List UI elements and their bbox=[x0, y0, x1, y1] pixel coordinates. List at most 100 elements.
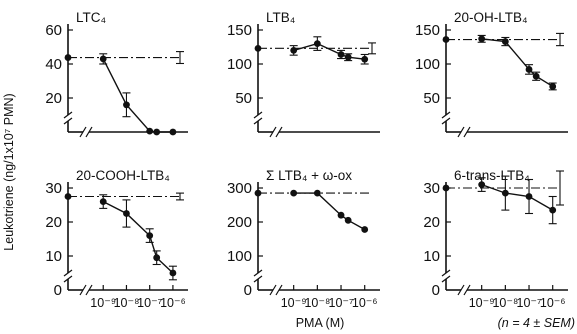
x-tick-label: 10⁻⁷ bbox=[329, 296, 355, 310]
y-axis-break-mark bbox=[253, 111, 263, 119]
data-point bbox=[313, 40, 321, 47]
data-point bbox=[169, 269, 177, 277]
data-point bbox=[549, 83, 557, 90]
y-tick-label: 200 bbox=[227, 214, 252, 231]
data-point bbox=[123, 101, 130, 109]
x-axis-break-mark bbox=[85, 284, 93, 296]
x-tick-label: 10⁻⁸ bbox=[492, 296, 518, 310]
x-axis-break-mark bbox=[463, 126, 471, 138]
data-point bbox=[123, 210, 130, 217]
data-point bbox=[549, 206, 557, 214]
panel-5: 0 100 200 300 10⁻⁹10⁻⁸10⁻⁷10⁻⁶ Σ LTB₄ + ω-ox bbox=[227, 168, 380, 310]
series-line bbox=[293, 192, 366, 231]
x-tick-label: 10⁻⁶ bbox=[160, 296, 186, 310]
x-axis-break-mark bbox=[85, 126, 93, 138]
y-axis-break-mark bbox=[441, 117, 451, 125]
y-tick-label: 20 bbox=[45, 214, 62, 231]
y-axis-break-mark bbox=[63, 117, 73, 125]
panel-title: LTC₄ bbox=[76, 10, 106, 25]
series-line bbox=[102, 200, 174, 274]
x-axis-break-mark bbox=[269, 126, 277, 138]
data-point bbox=[153, 254, 161, 262]
y-axis-break-mark bbox=[63, 111, 73, 119]
data-point bbox=[525, 193, 533, 200]
y-axis-break-mark bbox=[441, 269, 451, 277]
sample-note: (n = 4 ± SEM) bbox=[498, 316, 575, 330]
data-point bbox=[478, 35, 486, 43]
x-axis-break-mark bbox=[457, 126, 465, 138]
y-tick-label: 100 bbox=[227, 248, 252, 265]
x-tick-label: 10⁻⁶ bbox=[352, 296, 378, 310]
y-tick-label: 40 bbox=[45, 56, 62, 73]
data-point bbox=[344, 53, 352, 61]
y-tick-label: 0 bbox=[432, 282, 440, 299]
data-point bbox=[337, 51, 345, 58]
panel-3: 50 100 150 20-OH-LTB₄ bbox=[415, 10, 568, 138]
data-point bbox=[99, 198, 107, 206]
y-axis-break-mark bbox=[441, 275, 451, 283]
data-point bbox=[169, 128, 177, 136]
x-tick-label: 10⁻⁷ bbox=[137, 296, 163, 310]
x-axis-break-mark bbox=[79, 284, 87, 296]
y-axis-break-mark bbox=[253, 275, 263, 283]
series-line bbox=[481, 38, 554, 88]
y-tick-label: 0 bbox=[244, 282, 252, 299]
data-point bbox=[290, 47, 298, 54]
data-point bbox=[501, 189, 509, 197]
panel-title: 20-COOH-LTB₄ bbox=[76, 168, 170, 183]
x-tick-label: 10⁻⁶ bbox=[540, 296, 566, 310]
data-point bbox=[361, 55, 369, 63]
x-tick-label: 10⁻⁸ bbox=[304, 296, 330, 310]
x-axis-break-mark bbox=[275, 126, 283, 138]
y-tick-label: 150 bbox=[415, 22, 440, 39]
panel-title: Σ LTB₄ + ω-ox bbox=[266, 168, 352, 183]
x-axis-break-mark bbox=[269, 284, 277, 296]
data-point bbox=[146, 127, 154, 135]
x-axis-break-mark bbox=[463, 284, 471, 296]
y-tick-label: 100 bbox=[227, 56, 252, 73]
x-tick-label: 10⁻⁷ bbox=[517, 296, 543, 310]
y-axis-title: Leukotriene (ng/1x10⁷ PMN) bbox=[2, 93, 16, 250]
data-point bbox=[146, 232, 154, 240]
data-point bbox=[344, 216, 352, 224]
y-tick-label: 10 bbox=[45, 248, 62, 265]
panel-1: 20 40 60 LTC₄ bbox=[45, 10, 188, 138]
data-point bbox=[361, 226, 369, 233]
y-axis-break-mark bbox=[63, 269, 73, 277]
data-point bbox=[525, 66, 533, 73]
panel-2: 50 100 150 LTB₄ bbox=[227, 10, 380, 138]
x-axis-break-mark bbox=[457, 284, 465, 296]
y-tick-label: 150 bbox=[227, 22, 252, 39]
series-line bbox=[293, 42, 365, 60]
data-point bbox=[532, 72, 540, 80]
y-axis-break-mark bbox=[253, 269, 263, 277]
x-axis-break-mark bbox=[275, 284, 283, 296]
data-point bbox=[313, 189, 321, 197]
y-tick-label: 10 bbox=[423, 248, 440, 265]
y-tick-label: 30 bbox=[45, 180, 62, 197]
x-tick-label: 10⁻⁹ bbox=[469, 296, 495, 310]
data-point bbox=[290, 189, 298, 197]
x-tick-label: 10⁻⁸ bbox=[114, 296, 140, 310]
y-tick-label: 20 bbox=[423, 214, 440, 231]
x-axis-title: PMA (M) bbox=[296, 316, 345, 330]
data-point bbox=[501, 38, 509, 45]
x-tick-label: 10⁻⁹ bbox=[90, 296, 116, 310]
y-tick-label: 300 bbox=[227, 180, 252, 197]
series-line bbox=[102, 58, 173, 133]
data-point bbox=[478, 181, 486, 189]
panel-4: 0 10 20 30 10⁻⁹10⁻⁸10⁻⁷10⁻⁶ 20-COOH-LTB₄ bbox=[45, 168, 188, 310]
y-tick-label: 60 bbox=[45, 22, 62, 39]
data-point bbox=[99, 55, 107, 63]
y-tick-label: 100 bbox=[415, 56, 440, 73]
y-axis-break-mark bbox=[441, 111, 451, 119]
y-axis-break-mark bbox=[63, 275, 73, 283]
data-point bbox=[337, 211, 345, 219]
y-tick-label: 50 bbox=[423, 90, 440, 107]
data-point bbox=[153, 128, 161, 136]
series-line bbox=[481, 183, 554, 211]
panel-6: 0 10 20 30 10⁻⁹10⁻⁸10⁻⁷10⁻⁶ 6-trans-LTB₄ bbox=[423, 168, 568, 310]
y-tick-label: 0 bbox=[54, 282, 62, 299]
y-tick-label: 50 bbox=[235, 90, 252, 107]
